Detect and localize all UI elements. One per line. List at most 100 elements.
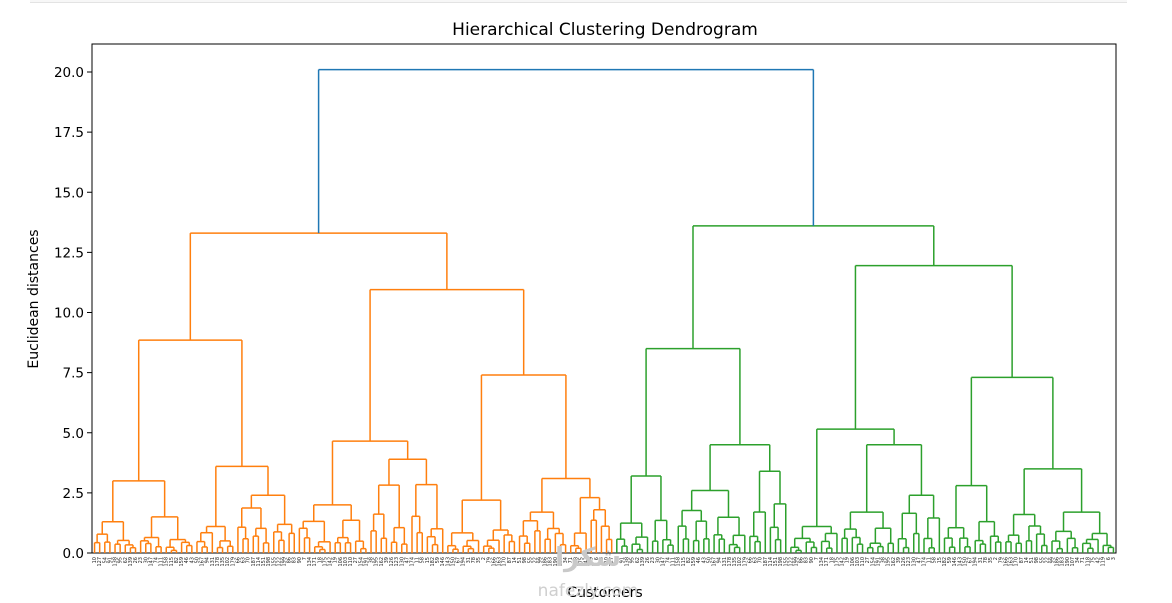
leaf-label: 67 [968, 557, 974, 563]
leaf-label: 142 [328, 557, 334, 567]
leaf-label: 10 [604, 557, 610, 563]
leaf-label: 54 [102, 557, 108, 563]
leaf-label: 150 [450, 557, 456, 567]
leaf-label: 6 [1106, 557, 1112, 560]
leaf-label: 155 [783, 557, 789, 567]
leaf-label: 55 [1039, 557, 1045, 563]
leaf-label: 111 [159, 557, 165, 567]
leaf-label: 95 [630, 557, 636, 563]
leaf-label: 18 [829, 557, 835, 563]
leaf-label: 182 [942, 557, 948, 567]
leaf-label: 43 [701, 557, 707, 563]
leaf-label: 134 [307, 557, 313, 567]
leaf-label: 15 [425, 557, 431, 563]
leaf-label: 186 [543, 557, 549, 567]
leaf-label: 194 [973, 557, 979, 567]
leaf-label: 34 [563, 557, 569, 563]
leaf-label: 166 [1003, 557, 1009, 567]
leaf-label: 35 [988, 557, 994, 563]
leaf-label: 179 [230, 557, 236, 567]
leaf-label: 82 [174, 557, 180, 563]
leaf-label: 79 [486, 557, 492, 563]
leaf-label: 134 [819, 557, 825, 567]
leaf-label: 118 [1085, 557, 1091, 567]
leaf-label: 175 [834, 557, 840, 567]
leaf-label: 139 [128, 557, 134, 567]
leaf-label: 106 [850, 557, 856, 567]
leaf-label: 63 [753, 557, 759, 563]
leaf-label: 42 [584, 557, 590, 563]
leaf-label: 135 [732, 557, 738, 567]
leaf-label: 107 [1070, 557, 1076, 567]
leaf-label: 6 [594, 557, 600, 560]
leaf-label: 86 [799, 557, 805, 563]
leaf-label: 18 [317, 557, 323, 563]
leaf-label: 199 [282, 557, 288, 567]
leaf-label: 146 [440, 557, 446, 567]
leaf-label: 143 [445, 557, 451, 567]
leaf-label: 138 [113, 557, 119, 567]
leaf-label: 54 [614, 557, 620, 563]
leaf-label: 174 [922, 557, 928, 567]
leaf-label: 151 [773, 557, 779, 567]
leaf-label: 178 [727, 557, 733, 567]
leaf-label: 39 [384, 557, 390, 563]
leaf-label: 110 [860, 557, 866, 567]
leaf-label: 131 [722, 557, 728, 567]
leaf-label: 163 [497, 557, 503, 567]
leaf-label: 51 [517, 557, 523, 563]
leaf-label: 147 [148, 557, 154, 567]
leaf-label: 198 [266, 557, 272, 567]
leaf-label: 182 [430, 557, 436, 567]
leaf-label: 86 [287, 557, 293, 563]
leaf-label: 91 [107, 557, 113, 563]
leaf-label: 195 [886, 557, 892, 567]
leaf-label: 115 [169, 557, 175, 567]
leaf-label: 159 [691, 557, 697, 567]
leaf-label: 70 [758, 557, 764, 563]
leaf-label: 2 [481, 557, 487, 560]
leaf-label: 118 [573, 557, 579, 567]
y-tick-label: 20.0 [54, 65, 84, 81]
leaf-label: 30 [655, 557, 661, 563]
leaf-label: 106 [338, 557, 344, 567]
leaf-label: 87 [507, 557, 513, 563]
y-tick-label: 17.5 [54, 125, 84, 141]
leaf-label: 178 [215, 557, 221, 567]
leaf-label: 127 [609, 557, 615, 567]
leaf-label: 46 [696, 557, 702, 563]
leaf-label: 62 [635, 557, 641, 563]
chart-title: Hierarchical Clustering Dendrogram [452, 20, 758, 40]
leaf-label: 166 [491, 557, 497, 567]
leaf-label: 123 [906, 557, 912, 567]
leaf-label: 155 [271, 557, 277, 567]
leaf-label: 19 [333, 557, 339, 563]
leaf-label: 7 [814, 557, 820, 560]
leaf-label: 159 [179, 557, 185, 567]
leaf-label: 74 [154, 557, 160, 563]
leaf-label: 154 [870, 557, 876, 567]
leaf-label: 123 [394, 557, 400, 567]
y-tick-label: 7.5 [63, 366, 84, 382]
leaf-label: 38 [881, 557, 887, 563]
leaf-label: 98 [1034, 557, 1040, 563]
leaf-label: 31 [978, 557, 984, 563]
leaf-label: 194 [461, 557, 467, 567]
leaf-label: 115 [681, 557, 687, 567]
leaf-label: 2 [993, 557, 999, 560]
leaf-label: 158 [676, 557, 682, 567]
leaf-label: 198 [778, 557, 784, 567]
leaf-label: 82 [686, 557, 692, 563]
leaf-label: 131 [210, 557, 216, 567]
leaf-label: 99 [538, 557, 544, 563]
leaf-label: 175 [322, 557, 328, 567]
y-tick-label: 0.0 [63, 546, 84, 562]
leaf-label: 94 [205, 557, 211, 563]
leaf-labels: 10 127 54 91 138 95 62 139 26 23 30 147 74 111 158 115 8… [92, 557, 1117, 567]
leaf-label: 171 [312, 557, 318, 567]
leaf-label: 143 [957, 557, 963, 567]
leaf-label: 19 [845, 557, 851, 563]
leaf-label: 114 [256, 557, 262, 567]
leaf-label: 39 [896, 557, 902, 563]
leaf-label: 58 [932, 557, 938, 563]
